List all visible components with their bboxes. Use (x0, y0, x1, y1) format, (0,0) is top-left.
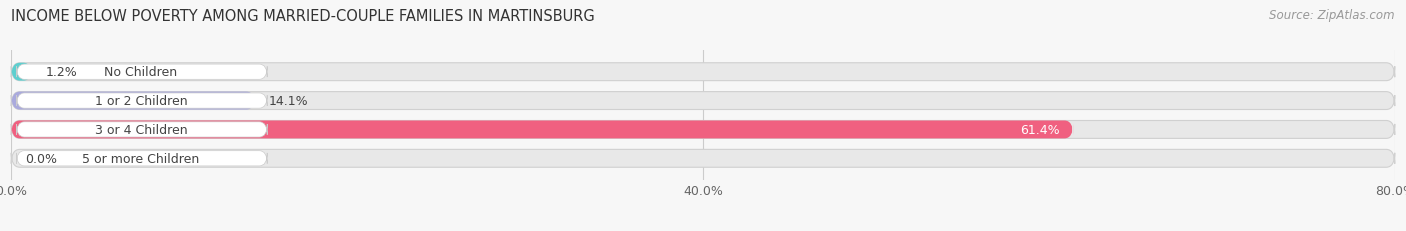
Text: Source: ZipAtlas.com: Source: ZipAtlas.com (1270, 9, 1395, 22)
FancyBboxPatch shape (11, 64, 1395, 81)
FancyBboxPatch shape (11, 121, 1395, 139)
Text: 1 or 2 Children: 1 or 2 Children (94, 95, 187, 108)
FancyBboxPatch shape (11, 92, 1395, 110)
Text: No Children: No Children (104, 66, 177, 79)
FancyBboxPatch shape (11, 150, 1395, 167)
FancyBboxPatch shape (17, 122, 267, 137)
Text: 5 or more Children: 5 or more Children (83, 152, 200, 165)
Text: 0.0%: 0.0% (25, 152, 58, 165)
Text: INCOME BELOW POVERTY AMONG MARRIED-COUPLE FAMILIES IN MARTINSBURG: INCOME BELOW POVERTY AMONG MARRIED-COUPL… (11, 9, 595, 24)
FancyBboxPatch shape (11, 64, 32, 81)
Text: 14.1%: 14.1% (269, 95, 308, 108)
Text: 61.4%: 61.4% (1019, 123, 1059, 136)
Text: 1.2%: 1.2% (46, 66, 77, 79)
Text: 3 or 4 Children: 3 or 4 Children (94, 123, 187, 136)
FancyBboxPatch shape (11, 92, 254, 110)
FancyBboxPatch shape (11, 121, 1073, 139)
FancyBboxPatch shape (17, 65, 267, 80)
FancyBboxPatch shape (17, 94, 267, 109)
FancyBboxPatch shape (17, 151, 267, 166)
